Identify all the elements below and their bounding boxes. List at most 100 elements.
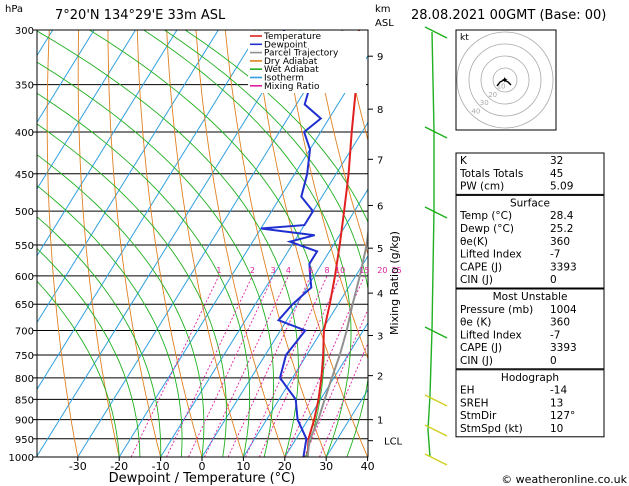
index-label: θe (K) (460, 317, 491, 329)
dewpoint-series (257, 30, 323, 457)
mixing-ratio-label: 10 (335, 266, 345, 275)
index-label: Lifted Index (460, 249, 522, 261)
index-label: K (460, 155, 468, 167)
mixing-ratio-line (187, 275, 274, 457)
hodograph-ring (456, 31, 554, 129)
temp-tick-label: 30 (319, 460, 333, 473)
index-label: CAPE (J) (460, 342, 502, 354)
wet-adiabat-line (37, 92, 251, 457)
altitude-tick-label: 5 (377, 244, 383, 255)
dry-adiabat-line (254, 30, 368, 457)
datetime-header: 28.08.2021 00GMT (Base: 00) (411, 8, 606, 23)
dry-adiabat-line (166, 30, 244, 457)
dry-adiabat-line (577, 30, 629, 457)
mixing-ratio-line (204, 275, 289, 457)
pressure-tick-label: 750 (15, 351, 34, 362)
wind-barb (424, 394, 448, 407)
copyright: © weatheronline.co.uk (501, 473, 627, 486)
x-axis-title: Dewpoint / Temperature (°C) (109, 471, 296, 486)
altitude-tick-label: 8 (377, 105, 383, 116)
dry-adiabat-line (312, 30, 368, 256)
index-value: -7 (550, 329, 560, 341)
wet-adiabat-line (37, 154, 205, 457)
dry-adiabat-line (77, 30, 120, 457)
temp-tick-label: -10 (152, 460, 170, 473)
wet-adiabat-line (37, 185, 183, 457)
pressure-tick-label: 350 (15, 81, 34, 92)
dry-adiabat-line (283, 30, 368, 360)
hodograph-ring-label: 40 (471, 108, 480, 116)
index-value: 13 (550, 397, 563, 409)
temp-tick-label: 10 (236, 460, 250, 473)
wet-adiabat-line (37, 123, 227, 457)
index-value: 5.09 (550, 181, 573, 193)
altitude-tick-label: 9 (377, 52, 383, 63)
index-value: 10 (550, 423, 563, 435)
legend-label: Mixing Ratio (264, 82, 320, 92)
index-value: -7 (550, 249, 560, 261)
index-label: θe(K) (460, 236, 488, 248)
hodograph-trace (496, 79, 512, 87)
isotherm-line (37, 30, 136, 190)
mixing-ratio-axis-title: Mixing Ratio (g/kg) (388, 231, 401, 335)
hodograph-ring (492, 67, 518, 93)
index-label: Dewp (°C) (460, 223, 514, 235)
temp-tick-label: 0 (199, 460, 206, 473)
pressure-tick-label: 800 (15, 374, 34, 385)
hodograph-ring (468, 43, 542, 117)
pressure-tick-label: 1000 (9, 453, 34, 464)
wet-adiabat-line (37, 247, 141, 457)
index-section-box (455, 288, 605, 370)
wind-barb (424, 126, 448, 139)
wet-adiabat-line (143, 30, 352, 457)
index-value: 45 (550, 168, 563, 180)
mixing-ratio-label: 8 (325, 266, 330, 275)
altitude-tick-label: 1 (377, 416, 383, 427)
isotherm-line (37, 30, 261, 391)
index-value: 1004 (550, 304, 577, 316)
index-label: Lifted Index (460, 329, 522, 341)
isotherm-line (118, 54, 368, 457)
isotherm-line (37, 30, 95, 124)
isotherm-line (0, 30, 11, 457)
index-value: 25.2 (550, 223, 573, 235)
isotherm-line (242, 255, 368, 457)
dry-adiabat-line (136, 30, 203, 457)
location-header: 7°20'N 134°29'E 33m ASL (55, 8, 226, 23)
index-label: StmDir (460, 410, 497, 422)
temp-tick-label: -30 (69, 460, 87, 473)
legend-label: Wet Adiabat (264, 65, 319, 75)
legend-box (248, 31, 366, 93)
mixing-ratio-line (303, 308, 368, 457)
legend-label: Isotherm (264, 74, 304, 84)
dry-adiabat-line (195, 30, 286, 457)
index-section-box (455, 369, 605, 438)
index-value: 0 (550, 355, 557, 367)
wet-adiabat-line (184, 30, 368, 457)
mixing-ratio-line (258, 275, 341, 457)
wet-adiabat-line (37, 61, 275, 457)
wind-barb (424, 206, 448, 219)
hodograph-ring-label: 30 (480, 99, 489, 107)
index-value: 360 (550, 236, 570, 248)
mixing-ratio-line (227, 275, 312, 457)
index-label: Totals Totals (459, 168, 523, 180)
index-value: 3393 (550, 261, 577, 273)
altitude-unit-label-2: ASL (375, 18, 394, 29)
index-label: StmSpd (kt) (460, 423, 523, 435)
wet-adiabat-line (37, 216, 162, 457)
mixing-ratio-label: 4 (286, 266, 291, 275)
temperature-series (306, 30, 361, 457)
pressure-tick-label: 650 (15, 300, 34, 311)
mixing-ratio-label: 1 (216, 266, 221, 275)
altitude-tick-label: 4 (377, 289, 383, 300)
pressure-tick-label: 950 (15, 435, 34, 446)
index-label: EH (460, 385, 475, 397)
storm-motion-marker: ✦ (501, 76, 509, 86)
index-label: CIN (J) (460, 274, 493, 286)
index-value: 28.4 (550, 210, 574, 222)
index-value: 127° (550, 410, 575, 422)
isotherm-line (37, 30, 302, 457)
altitude-unit-label: km (375, 4, 391, 15)
altitude-tick-label: 2 (377, 372, 383, 383)
